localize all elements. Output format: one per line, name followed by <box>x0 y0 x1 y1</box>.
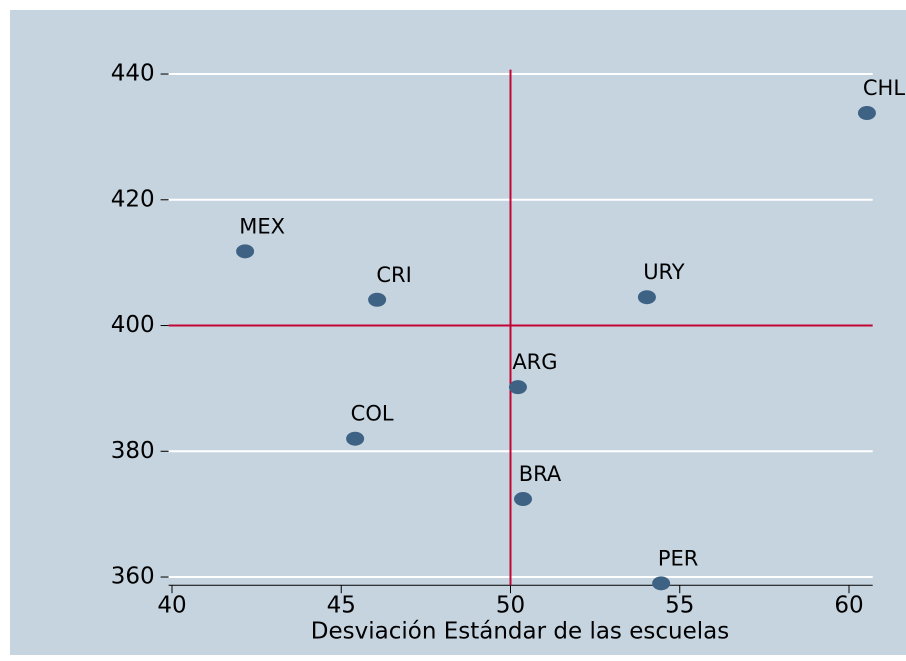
point <box>652 576 671 591</box>
point <box>508 380 527 395</box>
point-label: CHL <box>863 76 905 100</box>
point-label: CRI <box>376 263 411 287</box>
point-label: ARG <box>512 350 557 374</box>
point-label: BRA <box>519 462 562 486</box>
x-axis-title: Desviación Estándar de las escuelas <box>311 619 729 645</box>
y-tick-label: 360 <box>111 564 155 590</box>
point <box>857 106 876 121</box>
point-label: COL <box>351 402 394 426</box>
y-tick-label: 420 <box>111 186 155 212</box>
x-tick-label: 55 <box>665 593 694 619</box>
point <box>514 492 533 507</box>
point <box>368 292 387 307</box>
x-tick-label: 40 <box>157 593 186 619</box>
y-tick-label: 380 <box>111 438 155 464</box>
background <box>10 10 906 655</box>
y-tick-label: 400 <box>111 312 155 338</box>
point-label: MEX <box>239 214 285 238</box>
point <box>346 431 365 446</box>
point-label: URY <box>643 260 685 284</box>
x-tick-label: 45 <box>327 593 356 619</box>
y-tick-label: 440 <box>111 61 155 87</box>
x-tick-label: 60 <box>834 593 863 619</box>
x-tick-label: 50 <box>496 593 525 619</box>
point <box>236 244 255 259</box>
point <box>637 290 656 305</box>
point-label: PER <box>658 546 699 570</box>
